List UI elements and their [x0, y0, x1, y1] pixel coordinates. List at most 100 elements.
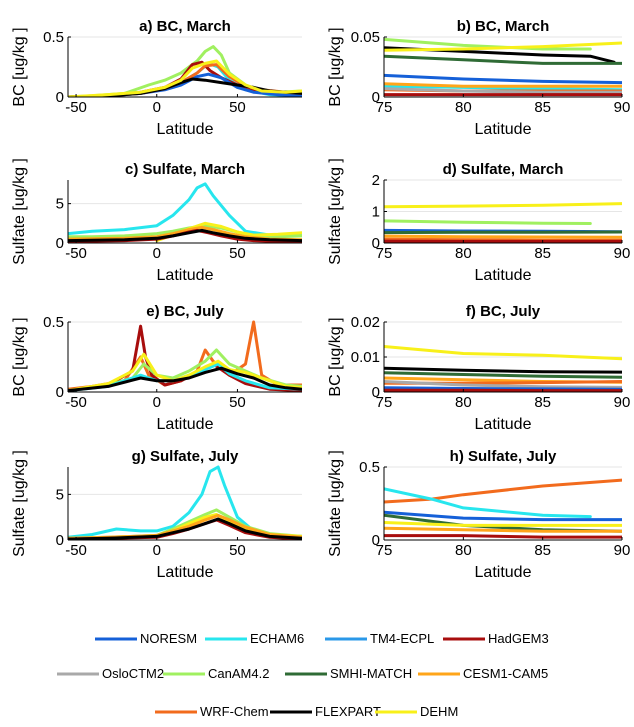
legend-entry-osloctm2: OsloCTM2 — [57, 666, 164, 681]
x-axis-label: Latitude — [475, 564, 532, 581]
x-tick-label: 90 — [614, 99, 631, 116]
x-tick-label: 80 — [455, 245, 472, 262]
y-tick-label: 0 — [56, 235, 64, 252]
series-line-noresm — [384, 73, 622, 85]
panel-title: b) BC, March — [457, 18, 550, 35]
legend-entry-cesm1-cam5: CESM1-CAM5 — [418, 666, 548, 681]
x-axis-label: Latitude — [157, 564, 214, 581]
series-line-cesm1-cam5 — [384, 234, 622, 239]
series-line-noresm — [384, 386, 622, 391]
series-line-osloctm2 — [384, 87, 622, 94]
y-tick-label: 0 — [372, 235, 380, 252]
panel-title: e) BC, July — [146, 303, 224, 320]
series-group — [384, 37, 622, 97]
x-axis-label: Latitude — [475, 267, 532, 284]
x-tick-label: -50 — [65, 99, 87, 116]
y-tick-label: 1 — [372, 204, 380, 221]
series-group — [68, 320, 302, 392]
y-tick-label: 0 — [56, 89, 64, 106]
series-line-dehm — [384, 345, 622, 361]
panel-8: 75 80 85 90 0 0.5 h) Sulfate, July Latitude Sulf… — [327, 448, 630, 581]
x-axis-label: Latitude — [157, 416, 214, 433]
x-tick-label: 0 — [153, 245, 161, 262]
y-axis-label: BC [ug/kg ] — [327, 27, 344, 106]
series-line-hadgem3 — [384, 534, 622, 539]
x-tick-label: -50 — [65, 394, 87, 411]
series-group — [68, 45, 302, 97]
legend-label: SMHI-MATCH — [330, 666, 412, 681]
series-group — [384, 345, 622, 392]
y-axis-label: BC [ug/kg ] — [11, 27, 28, 106]
x-tick-label: 80 — [455, 394, 472, 411]
x-tick-label: -50 — [65, 245, 87, 262]
series-line-dehm — [68, 59, 302, 97]
series-line-flexpart — [384, 366, 622, 374]
series-line-cesm1-cam5 — [384, 526, 622, 533]
series-line-smhi-match — [384, 230, 622, 235]
panel-4: 75 80 85 90 0 1 2 d) Sulfate, March Latitude Sulf… — [327, 158, 630, 284]
series-line-canam4-2 — [384, 219, 592, 225]
y-axis-label: BC [ug/kg ] — [11, 317, 28, 396]
y-axis-label: BC [ug/kg ] — [327, 317, 344, 396]
y-tick-label: 0.5 — [43, 314, 64, 331]
x-tick-label: 90 — [614, 245, 631, 262]
x-tick-label: 75 — [376, 245, 393, 262]
panel-title: h) Sulfate, July — [450, 448, 557, 465]
series-group — [384, 202, 622, 243]
x-tick-label: 80 — [455, 99, 472, 116]
y-tick-label: 0 — [372, 384, 380, 401]
x-tick-label: 50 — [229, 99, 246, 116]
legend-entry-echam6: ECHAM6 — [205, 631, 304, 646]
series-line-dehm — [384, 41, 622, 52]
legend-entry-flexpart: FLEXPART — [270, 704, 381, 719]
series-line-osloctm2 — [384, 380, 622, 389]
panel-title: d) Sulfate, March — [443, 161, 564, 178]
legend-entry-noresm: NORESM — [95, 631, 197, 646]
x-axis-label: Latitude — [157, 267, 214, 284]
x-tick-label: 0 — [153, 542, 161, 559]
x-tick-label: 90 — [614, 542, 631, 559]
legend-label: TM4-ECPL — [370, 631, 434, 646]
y-axis-label: Sulfate [ug/kg ] — [327, 450, 344, 557]
y-tick-label: 0 — [372, 89, 380, 106]
legend-label: CESM1-CAM5 — [463, 666, 548, 681]
x-tick-label: 0 — [153, 99, 161, 116]
x-axis-label: Latitude — [157, 121, 214, 138]
series-line-wrf-chem — [384, 478, 622, 504]
legend: NORESM ECHAM6 TM4-ECPL HadGEM3 OsloCTM2 CanAM… — [57, 631, 549, 719]
y-tick-label: 0.01 — [351, 349, 380, 366]
x-tick-label: 50 — [229, 394, 246, 411]
series-line-noresm — [384, 510, 622, 522]
series-group — [68, 465, 302, 540]
y-tick-label: 0.02 — [351, 314, 380, 331]
x-tick-label: 75 — [376, 394, 393, 411]
y-tick-label: 2 — [372, 172, 380, 189]
y-tick-label: 0 — [56, 532, 64, 549]
legend-entry-hadgem3: HadGEM3 — [443, 631, 549, 646]
x-tick-label: 0 — [153, 394, 161, 411]
legend-entry-wrf-chem: WRF-Chem — [155, 704, 269, 719]
y-axis-label: Sulfate [ug/kg ] — [11, 450, 28, 557]
legend-label: WRF-Chem — [200, 704, 269, 719]
y-axis-label: Sulfate [ug/kg ] — [327, 158, 344, 265]
x-tick-label: 50 — [229, 245, 246, 262]
x-tick-label: 85 — [534, 394, 551, 411]
series-line-smhi-match — [384, 371, 622, 379]
y-tick-label: 5 — [56, 196, 64, 213]
series-group — [68, 182, 302, 243]
x-tick-label: 75 — [376, 99, 393, 116]
y-tick-label: 5 — [56, 486, 64, 503]
panel-6: 75 80 85 90 0 0.01 0.02 f) BC, July Latitude BC [… — [327, 303, 630, 433]
panel-title: a) BC, March — [139, 18, 231, 35]
x-tick-label: 80 — [455, 542, 472, 559]
legend-entry-dehm: DEHM — [375, 704, 458, 719]
series-line-dehm — [68, 352, 302, 392]
series-line-flexpart — [68, 366, 302, 392]
x-tick-label: 85 — [534, 99, 551, 116]
series-line-flexpart — [68, 517, 302, 540]
legend-entry-tm4-ecpl: TM4-ECPL — [325, 631, 434, 646]
